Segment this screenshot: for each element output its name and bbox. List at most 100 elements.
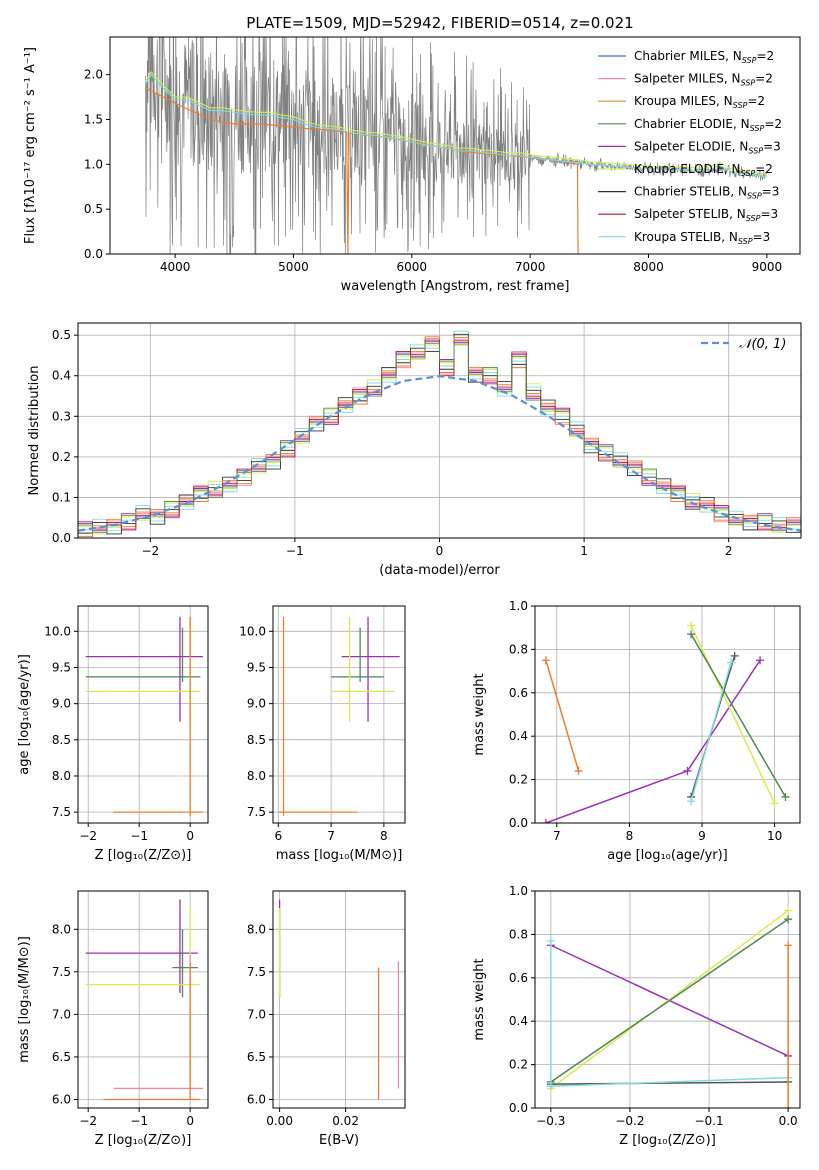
y-tick-label: 6.0: [52, 1092, 71, 1106]
x-tick-label: 8000: [633, 260, 664, 274]
point-marker: [770, 799, 779, 808]
x-tick-label: −0.2: [615, 1114, 644, 1128]
y-axis-label: age [log₁₀(age/yr)]: [17, 654, 32, 775]
axes-frame: [77, 890, 209, 1109]
point-marker: [727, 658, 736, 667]
chart-spectrum: 4000 5000 6000 7000 8000 9000 0.0 0.5 1.0 1.5 2.0 w…: [23, 36, 801, 294]
legend-entry: Chabrier STELIB, NSSP=3: [598, 185, 779, 201]
series-green: [690, 633, 787, 798]
point-marker: [687, 630, 696, 639]
legend-label: Salpeter MILES, NSSP=2: [634, 72, 773, 88]
x-tick-label: 0: [186, 829, 194, 843]
legend-entry: Kroupa ELODIE, NSSP=2: [598, 162, 773, 178]
y-tick-label: 10.0: [239, 624, 266, 638]
y-tick-label: 8.5: [247, 733, 266, 747]
chart-residuals: 𝒩(0, 1) −2 −1 0 1 2 0.0 0.1 0.2 0.3 0.4 0.5 (data-mo…: [27, 322, 802, 578]
legend-entry: Salpeter ELODIE, NSSP=3: [598, 139, 781, 155]
x-tick-label: 0.00: [266, 1114, 293, 1128]
x-axis-label: Z [log₁₀(Z/Z⊙)]: [95, 1133, 192, 1148]
point-marker: [574, 766, 583, 775]
series-model: [145, 73, 767, 178]
legend-entry: Chabrier ELODIE, NSSP=2: [598, 117, 782, 133]
y-tick-label: 0.2: [509, 1058, 528, 1072]
chart-mass-vs-EBV: 0.00 0.02 6.0 6.5 7.0 7.5 8.0 E(B-V): [247, 890, 406, 1148]
y-tick-label: 1.5: [84, 112, 103, 126]
point-marker: [756, 656, 765, 665]
gauss-legend-label: 𝒩(0, 1): [739, 337, 786, 352]
plot-area: [85, 616, 203, 816]
y-tick-label: 0.5: [84, 202, 103, 216]
x-tick-label: 10: [767, 829, 782, 843]
x-axis-label: age [log₁₀(age/yr)]: [607, 848, 728, 863]
chart-age-vs-Z: −2 −1 0 7.5 8.0 8.5 9.0 9.5 10.0 Z [log₁₀(Z/Z⊙)] a…: [17, 605, 209, 863]
y-tick-label: 0.0: [509, 1101, 528, 1115]
x-tick-label: 7: [553, 829, 561, 843]
x-tick-label: 8: [380, 829, 388, 843]
x-axis-label: wavelength [Angstrom, rest frame]: [341, 279, 570, 294]
legend-label: Salpeter ELODIE, NSSP=3: [634, 139, 781, 155]
y-tick-label: 7.0: [247, 1007, 266, 1021]
series-dark: [550, 1081, 789, 1085]
y-tick-label: 9.0: [247, 697, 266, 711]
point-marker: [781, 792, 790, 801]
y-tick-label: 1.0: [509, 884, 528, 898]
y-tick-label: 1.0: [84, 157, 103, 171]
x-tick-label: 0: [186, 1114, 194, 1128]
y-tick-label: 10.0: [44, 624, 71, 638]
y-tick-label: 6.5: [52, 1050, 71, 1064]
series-green: [550, 918, 789, 1083]
point-marker: [784, 915, 793, 924]
y-tick-label: 8.0: [247, 769, 266, 783]
series-orange: [545, 660, 580, 772]
x-tick-label: −0.1: [694, 1114, 723, 1128]
gaussian-curve: [78, 375, 801, 532]
point-marker: [683, 766, 692, 775]
y-tick-label: 1.0: [509, 599, 528, 613]
legend-entry: Kroupa MILES, NSSP=2: [598, 94, 765, 110]
y-tick-label: 0.8: [509, 642, 528, 656]
x-tick-label: −2: [79, 1114, 97, 1128]
axes-frame: [534, 890, 801, 1109]
x-tick-label: 5000: [278, 260, 309, 274]
y-tick-label: 0.2: [52, 450, 71, 464]
series-purple: [545, 659, 761, 823]
y-tick-label: 0.8: [509, 927, 528, 941]
y-tick-label: 9.0: [52, 697, 71, 711]
plot-area: [541, 621, 790, 823]
y-tick-label: 0.1: [52, 490, 71, 504]
plot-area: [78, 330, 801, 538]
x-tick-label: 0.0: [779, 1114, 798, 1128]
axes-frame: [534, 605, 801, 824]
point-marker: [546, 936, 555, 945]
axes-frame: [77, 605, 209, 824]
plot-area: [278, 899, 400, 1100]
x-tick-label: −1: [130, 829, 148, 843]
y-tick-label: 7.5: [247, 965, 266, 979]
chart-weight-vs-Z: −0.3 −0.2 −0.1 0.0 0.0 0.2 0.4 0.6 0.8 1.0 Z [log₁…: [472, 884, 801, 1148]
point-marker: [730, 651, 739, 660]
y-tick-label: 0.6: [509, 686, 528, 700]
y-tick-label: 0.3: [52, 409, 71, 423]
plot-area: [85, 899, 203, 1101]
x-tick-label: 6000: [397, 260, 428, 274]
point-marker: [784, 906, 793, 915]
y-tick-label: 6.5: [247, 1050, 266, 1064]
axes-frame: [272, 890, 406, 1109]
series-cyan: [690, 662, 732, 802]
point-marker: [687, 797, 696, 806]
x-axis-label: mass [log₁₀(M/M⊙)]: [276, 848, 403, 863]
y-axis-label: Flux [fλ10⁻¹⁷ erg cm⁻² s⁻¹ A⁻¹]: [23, 47, 38, 244]
x-tick-label: −2: [141, 544, 159, 558]
x-tick-label: −1: [286, 544, 304, 558]
chart-age-vs-mass: 6 7 8 7.5 8.0 8.5 9.0 9.5 10.0 mass [log₁₀(M/M⊙)]: [239, 605, 406, 863]
y-axis-label: mass weight: [472, 673, 487, 755]
chart-weight-vs-age: 7 8 9 10 0.0 0.2 0.4 0.6 0.8 1.0 age [log₁₀(age/yr…: [472, 599, 801, 863]
x-axis-label: E(B-V): [319, 1133, 359, 1148]
y-tick-label: 0.0: [52, 531, 71, 545]
axes-frame: [109, 36, 801, 255]
series-data: [145, 37, 767, 254]
legend-label: Chabrier STELIB, NSSP=3: [634, 185, 779, 201]
y-tick-label: 0.4: [509, 1014, 528, 1028]
point-marker: [784, 1104, 793, 1108]
y-axis-label: mass weight: [472, 958, 487, 1040]
